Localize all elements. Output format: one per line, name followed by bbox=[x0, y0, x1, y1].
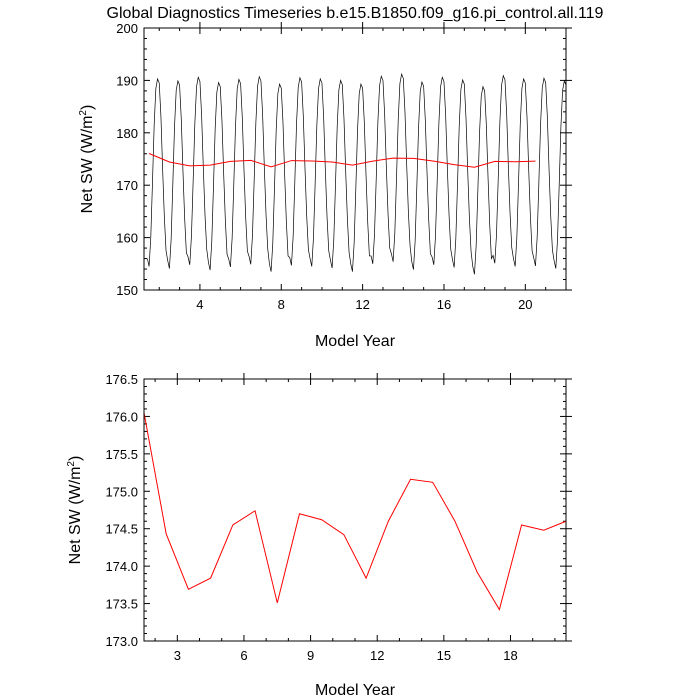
y-tick-label: 160 bbox=[116, 231, 138, 246]
x-tick-label: 4 bbox=[196, 297, 203, 312]
x-tick-label: 18 bbox=[503, 648, 517, 663]
y-tick-label: 176.5 bbox=[105, 372, 138, 387]
chart-title: Global Diagnostics Timeseries b.e15.B185… bbox=[107, 5, 604, 22]
x-tick-label: 16 bbox=[437, 297, 451, 312]
y-tick-label: 150 bbox=[116, 283, 138, 298]
annual-mean-series-line bbox=[148, 153, 536, 168]
x-tick-label: 8 bbox=[278, 297, 285, 312]
top-y-axis-label: Net SW (W/m2) bbox=[78, 105, 96, 214]
y-tick-label: 180 bbox=[116, 126, 138, 141]
x-tick-label: 6 bbox=[240, 648, 247, 663]
bottom-panel: 3 6 9 12 15 18 173.0 173.5 174.0 174.5 175.0 175.5 1… bbox=[66, 372, 572, 699]
top-x-axis-label: Model Year bbox=[315, 333, 396, 350]
x-tick-label: 20 bbox=[518, 297, 532, 312]
bottom-plot-frame bbox=[143, 378, 567, 642]
annual-mean-series-line bbox=[143, 412, 567, 611]
bottom-y-axis-label: Net SW (W/m2) bbox=[66, 456, 84, 565]
bottom-axis-ticks bbox=[144, 373, 572, 642]
x-tick-label: 3 bbox=[174, 648, 181, 663]
y-tick-label: 200 bbox=[116, 21, 138, 36]
x-tick-label: 12 bbox=[355, 297, 369, 312]
bottom-tick-labels: 3 6 9 12 15 18 173.0 173.5 174.0 174.5 175.0 175.5 1… bbox=[105, 372, 517, 663]
x-tick-label: 9 bbox=[307, 648, 314, 663]
y-tick-label: 174.0 bbox=[105, 559, 138, 574]
y-tick-label: 176.0 bbox=[105, 409, 138, 424]
y-tick-label: 173.0 bbox=[105, 634, 138, 649]
monthly-series-line bbox=[147, 72, 567, 275]
top-panel: Global Diagnostics Timeseries b.e15.B185… bbox=[78, 5, 604, 350]
y-tick-label: 175.5 bbox=[105, 447, 138, 462]
y-tick-label: 175.0 bbox=[105, 484, 138, 499]
y-tick-label: 173.5 bbox=[105, 597, 138, 612]
bottom-x-axis-label: Model Year bbox=[315, 682, 396, 699]
x-tick-label: 12 bbox=[370, 648, 384, 663]
top-plot-frame bbox=[143, 27, 567, 291]
y-tick-label: 170 bbox=[116, 178, 138, 193]
y-tick-label: 174.5 bbox=[105, 522, 138, 537]
top-tick-labels: 4 8 12 16 20 150 160 170 180 190 200 bbox=[116, 21, 532, 312]
x-tick-label: 15 bbox=[437, 648, 451, 663]
y-tick-label: 190 bbox=[116, 73, 138, 88]
